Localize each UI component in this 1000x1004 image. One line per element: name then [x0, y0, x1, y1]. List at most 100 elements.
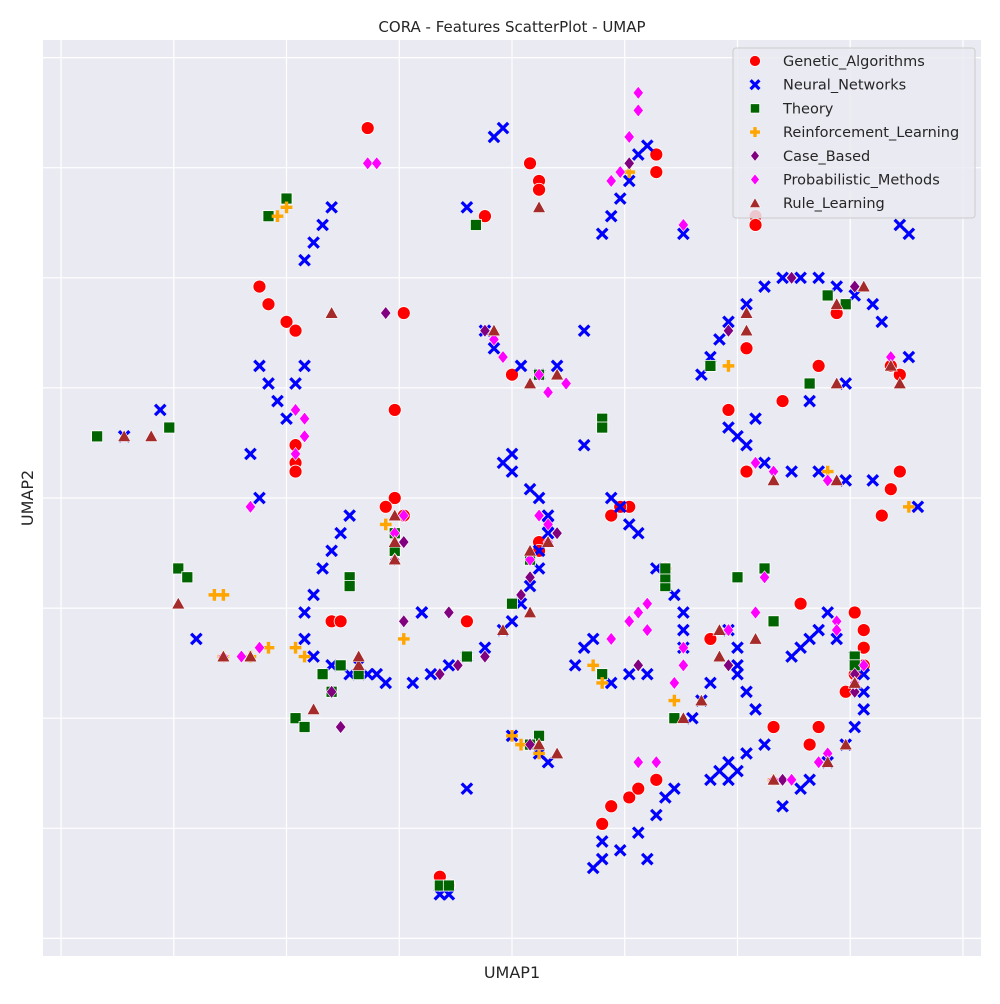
- data-point: [623, 129, 635, 144]
- data-point: [335, 720, 347, 734]
- data-point: [641, 623, 653, 638]
- data-point: [171, 596, 186, 610]
- data-point: [703, 632, 718, 646]
- data-point: [739, 323, 754, 337]
- data-point: [811, 720, 826, 734]
- legend-marker: [750, 127, 760, 138]
- data-point: [324, 305, 339, 319]
- legend: Genetic_Algorithms Neural_Networks Theory R…: [732, 47, 976, 219]
- data-point: [505, 447, 519, 461]
- data-point: [749, 703, 762, 716]
- data-point: [533, 367, 545, 382]
- data-point: [289, 446, 302, 461]
- data-point: [280, 201, 293, 214]
- data-point: [586, 861, 600, 875]
- data-point: [856, 279, 871, 293]
- data-point: [722, 755, 735, 769]
- data-point: [387, 534, 402, 548]
- data-point: [911, 500, 925, 514]
- data-point: [523, 376, 538, 390]
- legend-marker: [749, 103, 761, 114]
- data-point: [524, 552, 536, 567]
- data-point: [803, 394, 816, 408]
- data-point: [677, 623, 690, 637]
- data-point: [325, 201, 338, 214]
- data-point: [731, 641, 744, 655]
- data-point: [469, 219, 482, 231]
- data-point: [289, 402, 302, 417]
- data-point: [658, 791, 672, 804]
- data-point: [568, 659, 582, 672]
- legend-marker: [750, 173, 760, 186]
- data-point: [631, 526, 645, 540]
- data-point: [333, 614, 348, 629]
- data-point: [515, 587, 527, 602]
- data-point: [740, 747, 753, 760]
- data-point: [811, 358, 826, 373]
- data-point: [613, 843, 627, 857]
- data-point: [829, 376, 844, 390]
- data-point: [722, 323, 735, 338]
- data-point: [370, 667, 384, 681]
- legend-marker: [748, 197, 762, 208]
- data-point: [740, 438, 753, 452]
- data-point: [820, 755, 835, 768]
- data-point: [713, 333, 726, 346]
- data-point: [813, 755, 825, 770]
- data-point: [396, 306, 411, 320]
- data-point: [892, 376, 907, 390]
- data-point: [153, 403, 167, 417]
- data-point: [298, 429, 311, 444]
- data-point: [803, 632, 816, 646]
- data-point: [604, 508, 619, 523]
- data-point: [532, 182, 546, 197]
- data-point: [803, 773, 816, 787]
- data-point: [623, 614, 635, 629]
- data-point: [460, 782, 474, 795]
- data-point: [829, 473, 844, 486]
- data-point: [613, 192, 627, 205]
- data-point: [838, 737, 853, 751]
- data-point: [893, 218, 907, 232]
- data-point: [298, 721, 311, 733]
- data-point: [849, 279, 861, 294]
- data-point: [298, 632, 311, 646]
- data-point: [748, 218, 763, 232]
- data-point: [217, 589, 230, 601]
- data-point: [632, 755, 644, 770]
- data-point: [362, 156, 374, 171]
- data-point: [378, 499, 393, 514]
- data-point: [640, 852, 654, 866]
- data-point: [847, 605, 862, 620]
- data-point: [749, 412, 762, 426]
- data-point: [542, 385, 554, 400]
- data-point: [406, 676, 420, 690]
- data-point: [595, 852, 609, 866]
- data-point: [279, 314, 294, 329]
- data-point: [460, 650, 473, 663]
- data-point: [793, 596, 808, 611]
- data-point: [496, 121, 510, 135]
- data-point: [523, 156, 537, 171]
- data-point: [434, 667, 446, 682]
- data-point: [479, 323, 491, 338]
- data-point: [649, 165, 664, 180]
- series-theory: [91, 192, 861, 892]
- data-point: [902, 227, 916, 241]
- data-point: [216, 649, 231, 663]
- data-point: [831, 623, 843, 638]
- data-point: [144, 429, 159, 442]
- data-point: [704, 773, 717, 787]
- data-point: [244, 447, 257, 461]
- data-point: [325, 544, 338, 558]
- data-point: [505, 614, 519, 628]
- data-point: [802, 737, 817, 752]
- data-point: [722, 421, 735, 434]
- data-point: [875, 315, 889, 329]
- data-point: [849, 684, 861, 699]
- data-point: [587, 659, 600, 672]
- data-point: [261, 297, 276, 312]
- data-point: [794, 271, 807, 285]
- legend-label: Reinforcement_Learning: [783, 125, 959, 141]
- data-point: [524, 737, 536, 752]
